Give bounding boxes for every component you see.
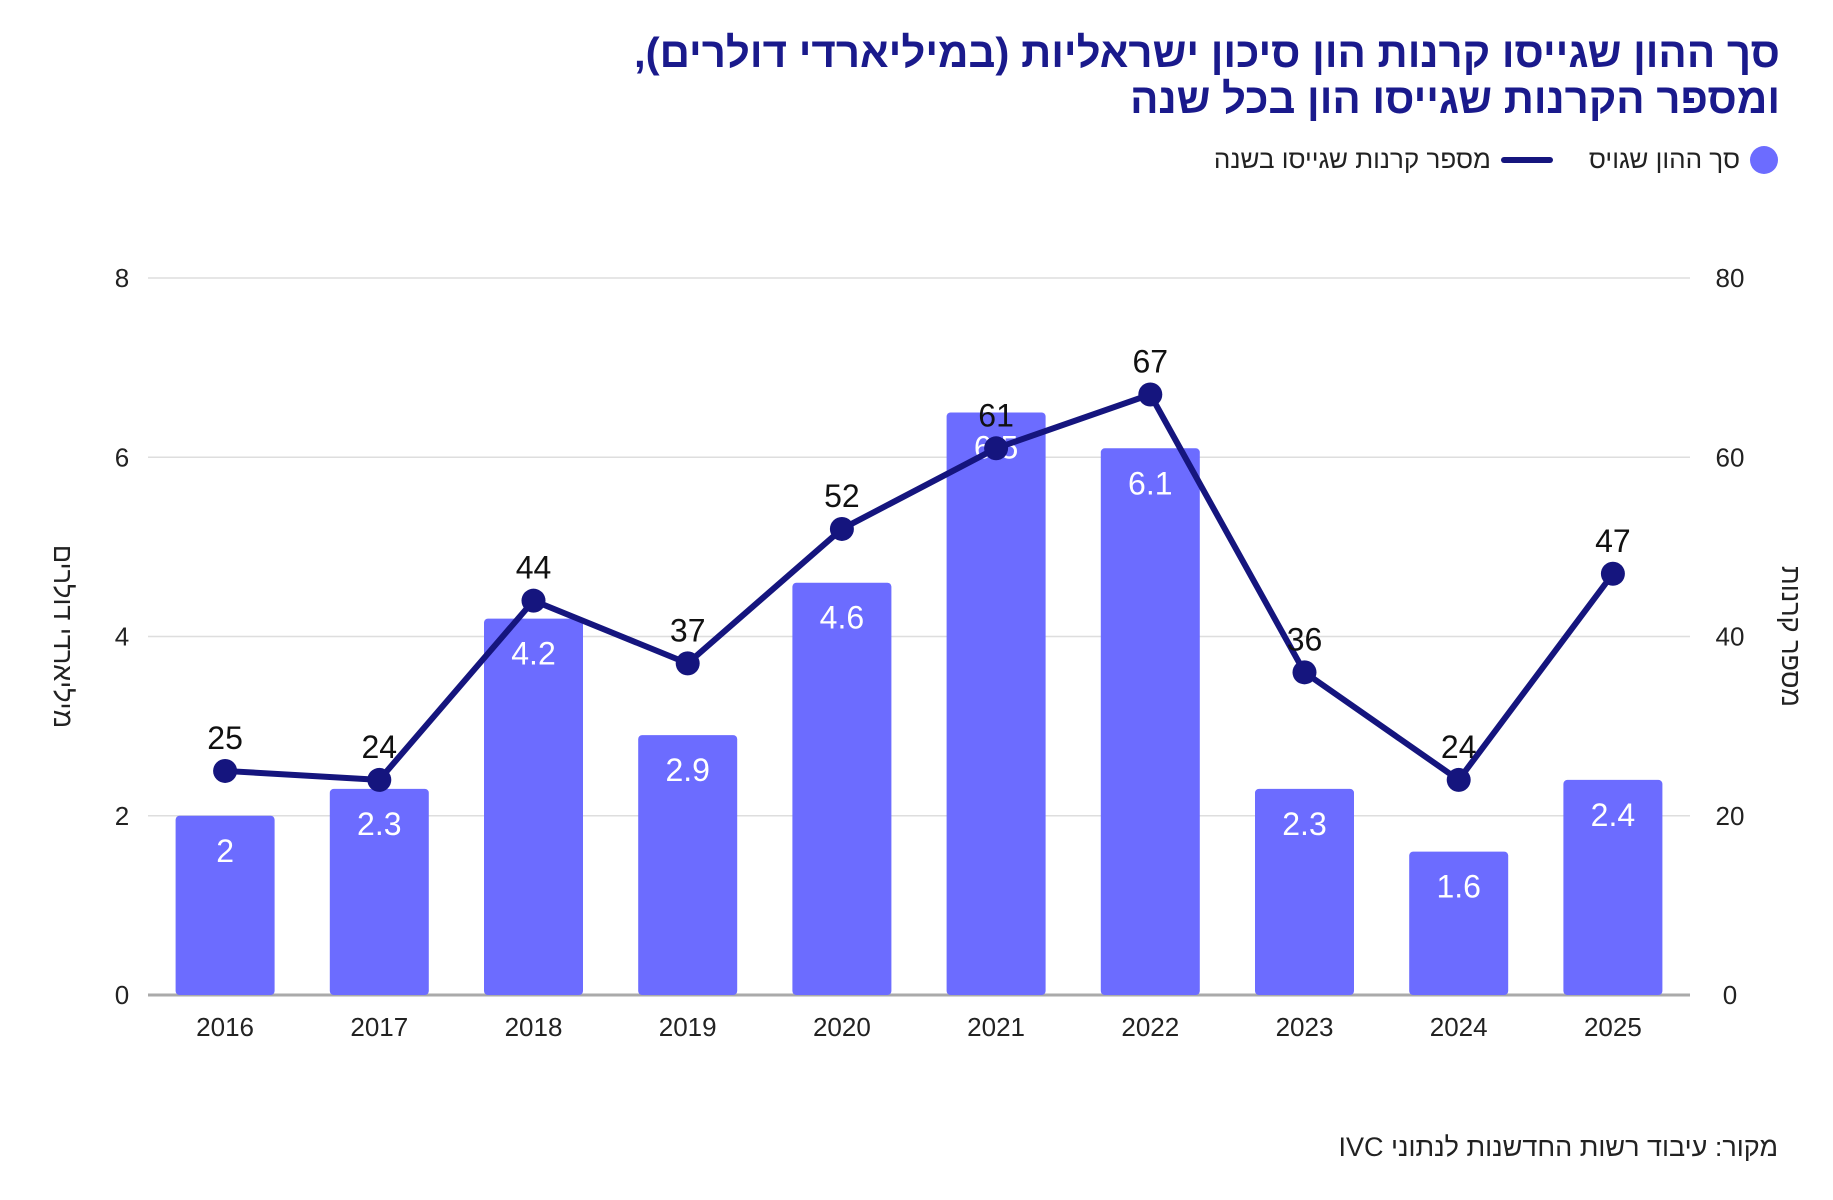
left-tick-label: 4 bbox=[115, 622, 129, 652]
right-axis-title: מספר קרנות bbox=[1776, 566, 1806, 707]
chart-title: סך ההון שגייסו קרנות הון סיכון ישראליות … bbox=[380, 30, 1780, 122]
bar bbox=[1563, 779, 1663, 995]
bar-value-label: 2.9 bbox=[665, 752, 709, 788]
legend-line-swatch-icon bbox=[1500, 156, 1553, 163]
left-tick-label: 8 bbox=[115, 263, 129, 293]
x-tick-label: 2016 bbox=[196, 1012, 254, 1042]
right-tick-label: 0 bbox=[1723, 980, 1737, 1010]
bar bbox=[1255, 788, 1354, 995]
right-tick-label: 20 bbox=[1716, 801, 1745, 831]
x-tick-label: 2022 bbox=[1121, 1012, 1179, 1042]
count-value-label: 44 bbox=[516, 550, 552, 586]
bar-value-label: 2.3 bbox=[357, 806, 401, 842]
bar bbox=[484, 618, 583, 995]
count-point bbox=[984, 436, 1009, 461]
count-value-label: 67 bbox=[1133, 344, 1169, 380]
count-point bbox=[1446, 767, 1471, 792]
x-tick-label: 2023 bbox=[1276, 1012, 1334, 1042]
count-point bbox=[829, 516, 854, 541]
count-value-label: 52 bbox=[824, 478, 860, 514]
source-note: מקור: עיבוד רשות החדשנות לנתוני IVC bbox=[1338, 1132, 1778, 1162]
bars: 22.34.22.94.66.56.12.31.62.4 bbox=[175, 412, 1663, 996]
count-value-label: 36 bbox=[1287, 621, 1323, 657]
count-value-label: 25 bbox=[207, 720, 243, 756]
bar bbox=[1100, 448, 1200, 996]
x-tick-label: 2017 bbox=[350, 1012, 408, 1042]
count-value-label: 37 bbox=[670, 612, 706, 648]
legend-item-bars: סך ההון שגויס bbox=[1589, 144, 1778, 175]
x-tick-label: 2019 bbox=[659, 1012, 717, 1042]
count-value-label: 47 bbox=[1595, 523, 1631, 559]
count-point bbox=[213, 758, 238, 783]
bar-value-label: 2.3 bbox=[1282, 806, 1326, 842]
x-tick-label: 2018 bbox=[505, 1012, 563, 1042]
count-point bbox=[1600, 561, 1625, 586]
right-tick-label: 60 bbox=[1716, 442, 1745, 472]
x-tick-label: 2024 bbox=[1430, 1012, 1488, 1042]
bar bbox=[946, 412, 1046, 995]
bar bbox=[329, 788, 429, 995]
x-tick-label: 2020 bbox=[813, 1012, 871, 1042]
bar bbox=[175, 815, 275, 995]
count-series-line bbox=[222, 391, 1616, 783]
bar-value-label: 2 bbox=[216, 833, 234, 869]
x-tick-label: 2025 bbox=[1584, 1012, 1642, 1042]
right-tick-label: 40 bbox=[1716, 622, 1745, 652]
bar-value-label: 4.6 bbox=[820, 600, 864, 636]
count-point bbox=[521, 588, 546, 613]
legend-bars-label: סך ההון שגויס bbox=[1588, 144, 1740, 174]
count-point bbox=[1292, 660, 1317, 685]
legend-bar-swatch-icon bbox=[1750, 145, 1778, 174]
bar bbox=[1409, 851, 1509, 995]
count-point bbox=[367, 767, 392, 792]
count-point bbox=[675, 651, 700, 676]
count-point bbox=[1138, 382, 1163, 407]
right-tick-label: 80 bbox=[1716, 263, 1745, 293]
bar-value-label: 6.1 bbox=[1128, 465, 1172, 501]
bar-value-label: 4.2 bbox=[511, 636, 555, 672]
chart-legend: סך ההון שגויס מספר קרנות שגייסו בשנה bbox=[1178, 144, 1778, 175]
count-value-label: 24 bbox=[362, 729, 398, 765]
count-value-label: 24 bbox=[1441, 729, 1477, 765]
left-tick-label: 0 bbox=[115, 980, 129, 1010]
chart-title-line2: ומספר הקרנות שגייסו הון בכל שנה bbox=[1130, 75, 1780, 122]
left-tick-label: 2 bbox=[115, 801, 129, 831]
legend-line-label: מספר קרנות שגייסו בשנה bbox=[1213, 144, 1491, 174]
combo-chart: 22.34.22.94.66.56.12.31.62.4 02468020406… bbox=[48, 263, 1806, 1042]
left-axis-title: מיליארדי דולרים bbox=[48, 545, 78, 728]
bar bbox=[638, 735, 738, 995]
bar-value-label: 2.4 bbox=[1591, 797, 1635, 833]
chart-title-line1: סך ההון שגייסו קרנות הון סיכון ישראליות … bbox=[633, 29, 1780, 76]
left-tick-label: 6 bbox=[115, 442, 129, 472]
count-value-label: 61 bbox=[978, 397, 1014, 433]
legend-item-line: מספר קרנות שגייסו בשנה bbox=[1214, 144, 1553, 175]
x-tick-label: 2021 bbox=[967, 1012, 1025, 1042]
bar bbox=[792, 582, 892, 995]
count-line: 25 24 44 37 52 61 67 36 24 47 bbox=[207, 344, 1631, 792]
bar-value-label: 1.6 bbox=[1436, 869, 1480, 905]
